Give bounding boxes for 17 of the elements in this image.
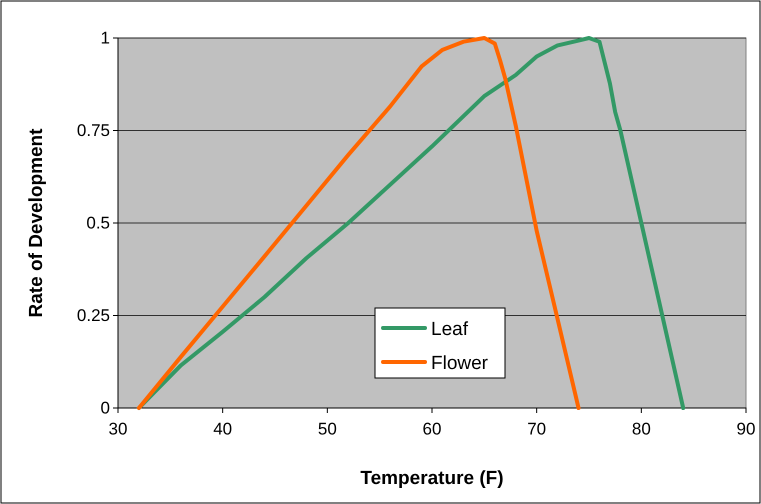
x-tick-label: 50	[318, 420, 337, 439]
y-tick-label: 0.75	[76, 120, 110, 140]
y-tick-label: 0.25	[76, 306, 110, 325]
line-series	[136, 36, 581, 410]
x-axis-title: Temperature (F)	[360, 468, 504, 489]
y-tick-label: 0	[100, 398, 110, 418]
y-tick-label: 1	[100, 28, 110, 48]
legend-label: Flower	[431, 353, 489, 374]
x-tick-label: 30	[108, 420, 128, 439]
y-axis-title: Rate of Development	[26, 128, 47, 318]
x-tick-label: 80	[632, 420, 651, 439]
y-tick-label: 0.5	[86, 213, 110, 232]
x-tick-label: 90	[736, 420, 756, 439]
x-tick-label: 40	[213, 420, 232, 439]
x-tick-label: 60	[422, 420, 442, 439]
legend-label: Leaf	[431, 319, 469, 340]
x-tick-label: 70	[527, 420, 546, 439]
